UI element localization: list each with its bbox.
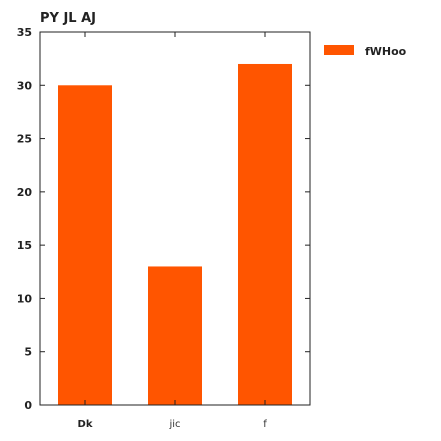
y-tick-label: 30 (17, 79, 33, 92)
y-tick-label: 25 (17, 133, 32, 146)
y-tick-label: 35 (17, 26, 32, 39)
y-tick-label: 0 (24, 399, 32, 412)
plot-area: 0 5 10 15 20 25 30 35 Dk jic f (17, 26, 311, 430)
x-tick-label: jic (168, 419, 180, 430)
legend-label: fWHoo (365, 45, 407, 58)
y-tick-label: 15 (17, 239, 32, 252)
bar-f (238, 63, 292, 405)
x-tick-label: Dk (78, 419, 93, 430)
bar-dk (58, 85, 112, 405)
legend: fWHoo (324, 45, 407, 58)
legend-swatch (324, 45, 354, 55)
x-tick-label: f (263, 419, 267, 430)
bar-jic (148, 266, 202, 405)
y-tick-label: 20 (17, 186, 33, 199)
chart-title: PY JL AJ (40, 11, 96, 26)
y-tick-label: 5 (24, 346, 32, 359)
y-tick-label: 10 (17, 292, 33, 305)
